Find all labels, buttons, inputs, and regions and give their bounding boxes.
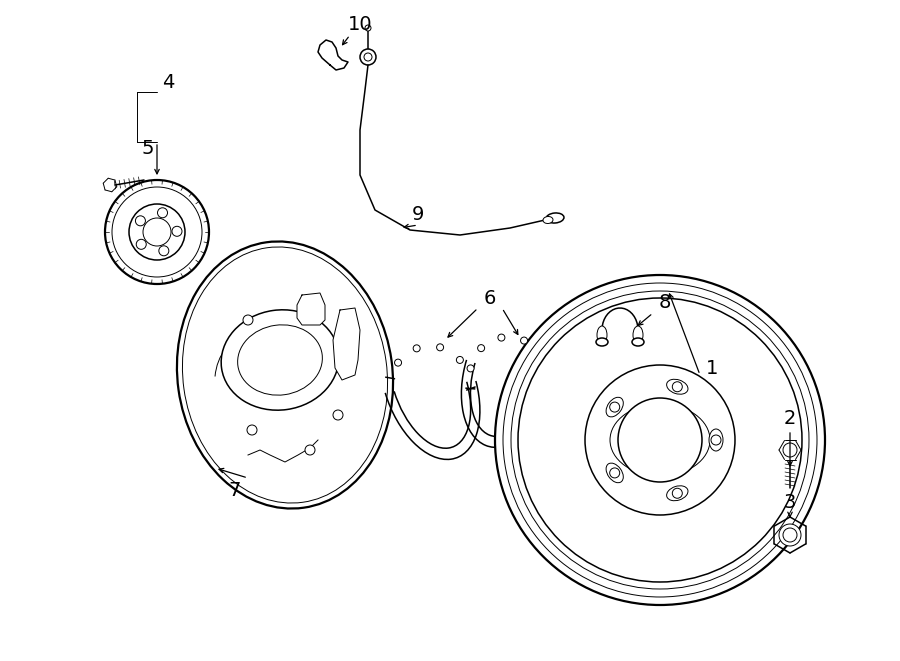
- Circle shape: [143, 218, 171, 246]
- Circle shape: [609, 468, 620, 478]
- Text: 1: 1: [706, 358, 718, 377]
- Circle shape: [503, 283, 817, 597]
- Polygon shape: [318, 40, 348, 70]
- Ellipse shape: [667, 486, 688, 501]
- Text: 9: 9: [412, 206, 424, 225]
- Circle shape: [247, 425, 257, 435]
- Ellipse shape: [633, 326, 643, 344]
- Circle shape: [365, 25, 371, 31]
- Circle shape: [305, 445, 315, 455]
- Text: 4: 4: [162, 73, 175, 91]
- Circle shape: [609, 402, 620, 412]
- Ellipse shape: [546, 213, 564, 223]
- Circle shape: [520, 337, 527, 344]
- Ellipse shape: [177, 241, 393, 508]
- Circle shape: [333, 410, 343, 420]
- Circle shape: [436, 344, 444, 351]
- Circle shape: [360, 49, 376, 65]
- Ellipse shape: [543, 217, 553, 223]
- Ellipse shape: [597, 326, 607, 344]
- Text: 7: 7: [229, 481, 241, 500]
- Ellipse shape: [606, 463, 624, 483]
- Ellipse shape: [632, 338, 644, 346]
- Text: 3: 3: [784, 492, 796, 512]
- Ellipse shape: [709, 429, 723, 451]
- Circle shape: [711, 435, 721, 445]
- Circle shape: [413, 345, 420, 352]
- Circle shape: [394, 359, 401, 366]
- Circle shape: [779, 524, 801, 546]
- Text: 6: 6: [484, 288, 496, 307]
- Circle shape: [518, 298, 802, 582]
- Polygon shape: [333, 308, 360, 380]
- Text: 10: 10: [347, 15, 373, 34]
- Circle shape: [243, 315, 253, 325]
- Circle shape: [364, 53, 372, 61]
- Text: 8: 8: [659, 293, 671, 313]
- Circle shape: [585, 365, 735, 515]
- Circle shape: [136, 239, 146, 249]
- Circle shape: [135, 215, 146, 226]
- Circle shape: [105, 180, 209, 284]
- Circle shape: [172, 226, 182, 236]
- Circle shape: [129, 204, 185, 260]
- Ellipse shape: [606, 397, 624, 417]
- Ellipse shape: [221, 310, 338, 410]
- Ellipse shape: [610, 404, 710, 476]
- Ellipse shape: [238, 325, 322, 395]
- Circle shape: [467, 365, 474, 372]
- Circle shape: [783, 528, 797, 542]
- Circle shape: [478, 344, 484, 352]
- Circle shape: [498, 334, 505, 341]
- Polygon shape: [297, 293, 325, 325]
- Circle shape: [618, 398, 702, 482]
- Circle shape: [672, 382, 682, 392]
- Circle shape: [783, 443, 797, 457]
- Text: 5: 5: [142, 139, 154, 157]
- Ellipse shape: [596, 338, 608, 346]
- Circle shape: [158, 246, 169, 256]
- Ellipse shape: [667, 379, 688, 394]
- Ellipse shape: [183, 247, 388, 503]
- Circle shape: [158, 208, 167, 217]
- Circle shape: [672, 488, 682, 498]
- Text: 2: 2: [784, 408, 796, 428]
- Circle shape: [112, 187, 202, 277]
- Circle shape: [511, 291, 809, 589]
- Circle shape: [456, 356, 464, 364]
- Circle shape: [495, 275, 825, 605]
